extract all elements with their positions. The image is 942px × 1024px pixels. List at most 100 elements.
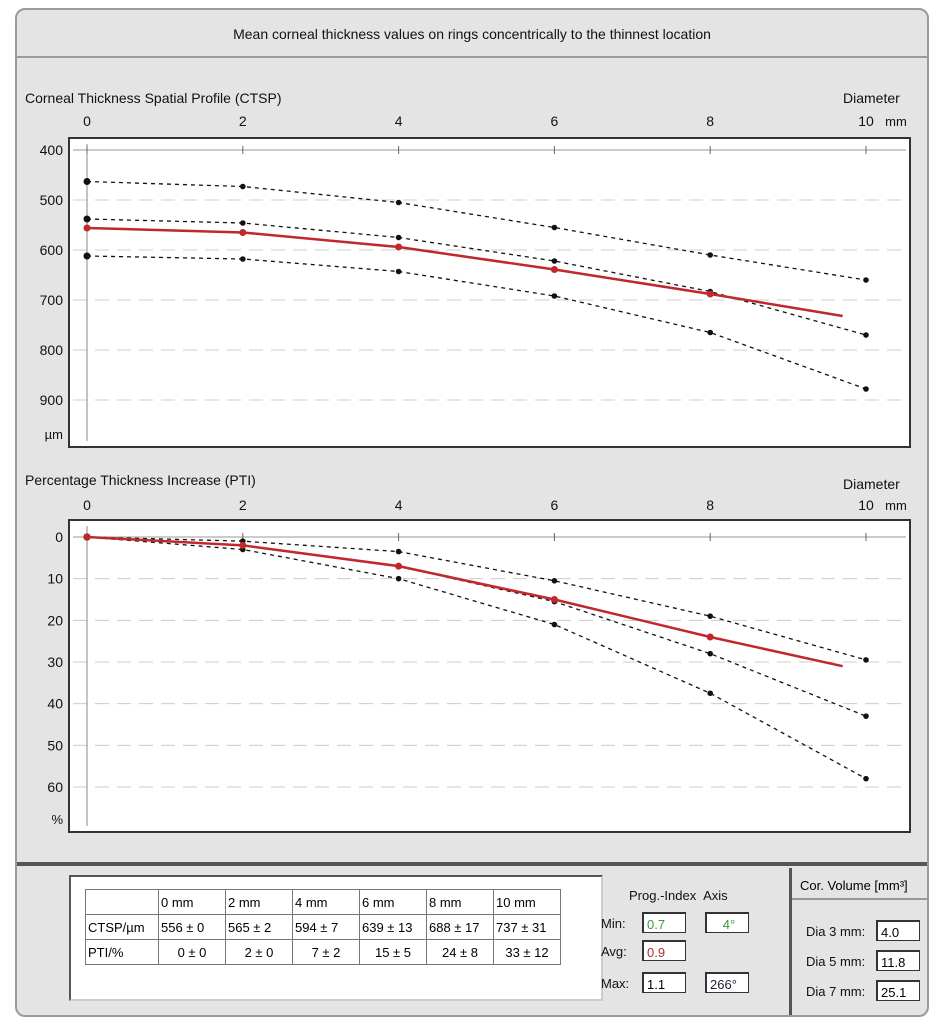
plot-area (68, 519, 911, 833)
data-point (395, 562, 403, 570)
x-tick-label: 10 (858, 113, 874, 129)
data-point (706, 290, 714, 298)
data-point (240, 183, 246, 190)
x-tick-label: 4 (395, 497, 403, 513)
table-cell: 24 ± 8 (426, 939, 494, 965)
y-tick-label: 20 (47, 612, 63, 628)
table-cell (85, 889, 159, 915)
data-point (863, 332, 869, 338)
avg-label: Avg: (601, 944, 627, 959)
plot-area (68, 137, 911, 448)
avg-value: 0.9 (642, 940, 686, 961)
data-point (551, 258, 558, 264)
x-tick-label: 0 (83, 113, 91, 129)
volume-value: 4.0 (876, 920, 920, 941)
ctsp-xlabel: Diameter (843, 90, 900, 106)
table-cell: 565 ± 2 (225, 914, 293, 940)
values-table-box: 0 mm 2 mm 4 mm 6 mm 8 mm 10 mm CTSP/µm 55… (69, 875, 603, 1001)
y-tick-label: 500 (40, 192, 64, 208)
table-cell: 8 mm (426, 889, 494, 915)
y-axis-unit: % (51, 812, 63, 827)
table-cell: 556 ± 0 (158, 914, 226, 940)
x-tick-label: 8 (706, 113, 714, 129)
data-point (707, 329, 713, 336)
pti-xlabel: Diameter (843, 476, 900, 492)
x-tick-label: 2 (239, 113, 247, 129)
data-point (240, 256, 246, 262)
data-point (550, 596, 558, 603)
min-axis: 4° (705, 912, 749, 933)
x-tick-label: 6 (551, 113, 559, 129)
table-cell: 6 mm (359, 889, 427, 915)
volume-label: Dia 7 mm: (806, 984, 866, 999)
table-cell: 0 mm (158, 889, 226, 915)
series-line-lower-bound (86, 255, 867, 390)
volume-value: 25.1 (876, 980, 920, 1001)
table-cell: 33 ± 12 (493, 939, 561, 965)
data-point (551, 577, 558, 584)
pti-title: Percentage Thickness Increase (PTI) (25, 472, 256, 488)
data-point (395, 199, 402, 206)
data-point (706, 633, 714, 641)
data-point (707, 252, 713, 258)
volume-header: Cor. Volume [mm³] (792, 874, 927, 900)
max-label: Max: (601, 976, 630, 991)
y-tick-label: 800 (40, 342, 64, 358)
data-point (83, 533, 91, 541)
data-point (83, 215, 91, 223)
table-cell: 15 ± 5 (359, 939, 427, 965)
table-cell: 4 mm (292, 889, 360, 915)
corneal-volume-panel: Cor. Volume [mm³] Dia 3 mm: 4.0 Dia 5 mm… (789, 868, 927, 1015)
series-line-upper-bound (86, 536, 867, 661)
x-tick-label: 2 (239, 497, 247, 513)
y-tick-label: 10 (47, 571, 63, 587)
data-point (239, 541, 247, 549)
data-point (83, 252, 91, 260)
series-line-upper-bound (86, 180, 867, 281)
y-tick-label: 900 (40, 392, 64, 408)
volume-label: Dia 3 mm: (806, 924, 866, 939)
x-tick-label: 4 (395, 113, 403, 129)
table-cell: 688 ± 17 (426, 914, 494, 940)
y-tick-label: 40 (47, 696, 63, 712)
y-tick-label: 400 (40, 142, 64, 158)
y-tick-label: 700 (40, 292, 64, 308)
data-point (83, 178, 91, 185)
data-point (395, 268, 402, 275)
window-title: Mean corneal thickness values on rings c… (17, 10, 927, 58)
data-point (395, 575, 402, 582)
data-point (707, 690, 713, 697)
table-row: CTSP/µm 556 ± 0 565 ± 2 594 ± 7 639 ± 13 688 … (85, 914, 561, 940)
y-tick-label: 30 (47, 654, 63, 670)
x-tick-label: 0 (83, 497, 91, 513)
min-label: Min: (601, 916, 626, 931)
window: Mean corneal thickness values on rings c… (15, 8, 929, 1017)
x-axis-unit: mm (885, 114, 907, 129)
data-point (863, 657, 869, 663)
series-line-patient (86, 226, 843, 318)
table-cell: 2 mm (225, 889, 293, 915)
series-line-lower-bound (86, 536, 867, 780)
data-point (395, 234, 402, 241)
series-line-normal-mean (86, 218, 867, 336)
data-point (239, 229, 247, 236)
min-value: 0.7 (642, 912, 686, 933)
data-point (83, 224, 91, 232)
values-table: 0 mm 2 mm 4 mm 6 mm 8 mm 10 mm CTSP/µm 55… (85, 889, 561, 965)
table-cell: 10 mm (493, 889, 561, 915)
table-cell: 737 ± 31 (493, 914, 561, 940)
data-point (240, 220, 246, 226)
x-tick-label: 6 (551, 497, 559, 513)
data-point (863, 713, 869, 719)
x-axis-unit: mm (885, 498, 907, 513)
table-cell: PTI/% (85, 939, 159, 965)
data-point (551, 293, 558, 299)
table-cell: 594 ± 7 (292, 914, 360, 940)
volume-value: 11.8 (876, 950, 920, 971)
table-cell: 7 ± 2 (292, 939, 360, 965)
y-tick-label: 60 (47, 779, 63, 795)
max-value: 1.1 (642, 972, 686, 993)
y-tick-label: 600 (40, 242, 64, 258)
